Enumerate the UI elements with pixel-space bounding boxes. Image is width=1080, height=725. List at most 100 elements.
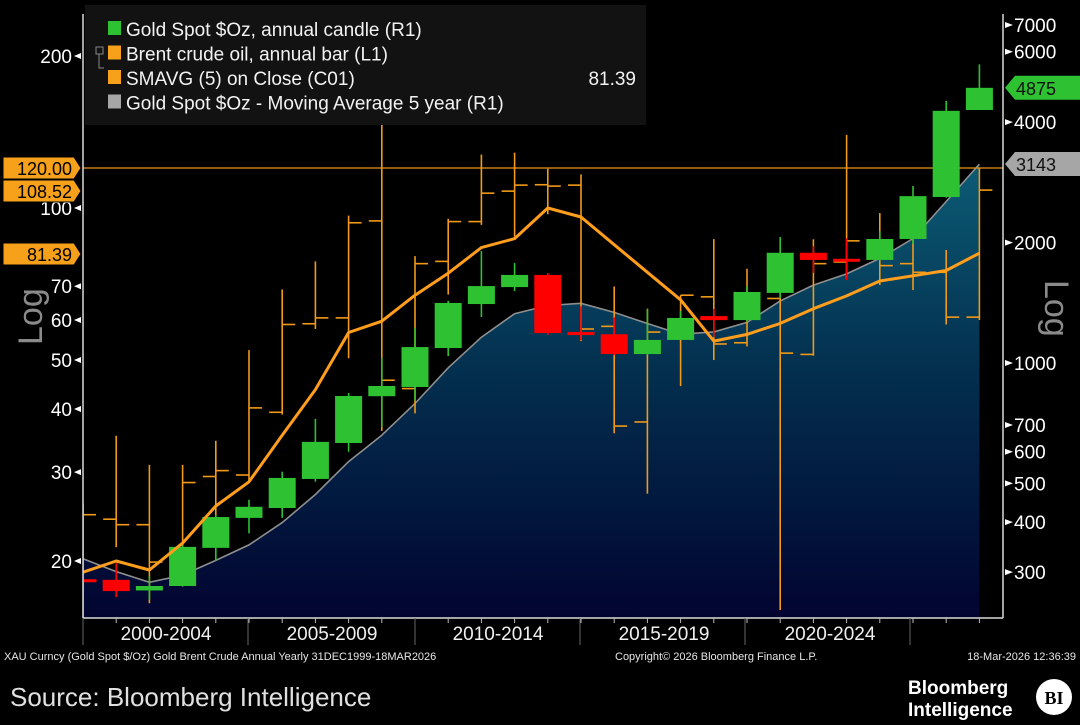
left-tick-mark: [74, 317, 81, 324]
left-tick-mark: [74, 405, 81, 412]
gold-candle-1999: [83, 575, 97, 583]
legend-swatch: [108, 45, 121, 60]
legend-label: SMAVG (5) on Close (C01): [126, 69, 355, 90]
left-tick-mark: [74, 357, 81, 364]
gold-candle-body: [965, 87, 993, 111]
right-tick-label: 6000: [1014, 43, 1056, 64]
x-category-label: 2000-2004: [121, 624, 212, 645]
gold-candle-body: [833, 258, 861, 262]
gold-candle-layer: [83, 64, 993, 600]
value-tags: 120.00 108.52 81.39 4875 3143: [2, 75, 1080, 266]
gold-candle-body: [268, 477, 296, 509]
gold-candle-2020: [766, 237, 794, 299]
footer-description: XAU Curncy (Gold Spot $/Oz) Gold Brent C…: [4, 651, 436, 663]
logo-line2: Intelligence: [908, 700, 1013, 721]
gold-candle-2013: [534, 272, 562, 335]
right-tick-mark: [1005, 239, 1013, 246]
left-tick-label: 40: [51, 400, 72, 421]
gold-candle-2026: [965, 64, 993, 111]
brent-bar-2015: [601, 286, 628, 434]
gold-candle-body: [534, 274, 562, 334]
legend-swatch: [108, 94, 121, 109]
legend: Gold Spot $Oz, annual candle (R1) Brent c…: [85, 5, 646, 125]
x-category-label: 2015-2019: [619, 624, 710, 645]
gold-candle-2005: [268, 471, 296, 518]
gold-candle-body: [83, 579, 97, 583]
brent-sma-layer: [83, 206, 981, 574]
right-tick-label: 7000: [1014, 16, 1056, 37]
brent-bar-2007: [335, 215, 362, 359]
gold-candle-body: [235, 506, 263, 518]
gold-candle-body: [799, 252, 827, 260]
left-value-tag: [2, 156, 82, 180]
right-tick-label: 400: [1014, 513, 1046, 534]
right-tick-mark: [1005, 569, 1013, 576]
brent-bar-2004: [236, 350, 262, 483]
right-tick-label: 500: [1014, 474, 1046, 495]
brent-bar-2011: [468, 154, 495, 225]
brent-bar-2026: [966, 168, 993, 321]
right-tick-mark: [1005, 119, 1013, 126]
left-tick-label: 20: [51, 552, 72, 573]
right-tick-mark: [1005, 519, 1013, 526]
gold-candle-2017: [667, 310, 695, 340]
left-tick-mark: [74, 283, 81, 290]
x-category-label: 2020-2024: [785, 624, 876, 645]
logo-badge-text: BI: [1044, 688, 1063, 708]
left-tick-mark: [74, 558, 81, 564]
left-value-tag: [2, 179, 82, 203]
gold-candle-body: [169, 546, 197, 587]
left-tick-mark: [74, 205, 81, 212]
gold-candle-body: [766, 252, 794, 293]
left-tick-label: 100: [40, 199, 72, 220]
gold-candle-body: [202, 517, 230, 548]
left-tick-mark: [74, 469, 81, 476]
left-tick-label: 200: [40, 47, 72, 68]
footer-timestamp: 18-Mar-2026 12:36:39: [967, 651, 1076, 663]
legend-box: [85, 5, 646, 125]
legend-label: Gold Spot $Oz, annual candle (R1): [126, 20, 422, 41]
gold-candle-2024: [899, 186, 927, 244]
gold-candle-2014: [567, 306, 595, 341]
gold-candle-body: [335, 395, 363, 443]
right-tick-mark: [1005, 421, 1013, 428]
gold-candle-2002: [169, 545, 197, 587]
right-value-tag-label: 4875: [1016, 79, 1056, 99]
brent-bar-2012: [501, 152, 528, 237]
right-tick-label: 700: [1014, 416, 1046, 437]
logo-line1: Bloomberg: [908, 678, 1008, 699]
gold-candle-2021: [799, 246, 827, 273]
brent-bar-2020: [767, 281, 794, 610]
gold-ma5-line: [83, 163, 980, 584]
legend-label: Gold Spot $Oz - Moving Average 5 year (R…: [126, 94, 504, 115]
right-axis-title: Log: [1037, 280, 1075, 337]
right-tick-label: 4000: [1014, 113, 1056, 134]
gold-candle-body: [501, 274, 529, 288]
gold-candle-2025: [932, 100, 960, 198]
gold-candle-body: [600, 334, 628, 355]
left-tick-label: 50: [51, 351, 72, 372]
brent-bar-2010: [435, 218, 462, 295]
brent-bar-2005: [269, 289, 296, 415]
source-caption: Source: Bloomberg Intelligence: [10, 682, 371, 712]
gold-candle-body: [135, 586, 163, 591]
brent-sma5-line: [83, 206, 981, 574]
gold-candle-body: [633, 339, 661, 355]
gold-candle-body: [733, 291, 761, 321]
gold-candle-body: [932, 110, 960, 198]
legend-swatch: [108, 70, 121, 84]
gold-candle-2022: [833, 238, 861, 280]
gold-candle-2023: [866, 231, 894, 261]
axes-layer: 20 30 40 50 60 70 100 200 300 400 500 600 700 1000 200…: [12, 14, 1075, 645]
gold-candle-2016: [633, 309, 661, 356]
left-tick-mark: [74, 53, 81, 59]
gold-candle-body: [899, 196, 927, 239]
legend-value: 81.39: [588, 69, 636, 90]
right-tick-label: 2000: [1014, 234, 1056, 255]
x-category-label: 2005-2009: [287, 624, 378, 645]
gold-candle-2004: [235, 499, 263, 534]
gold-candle-2008: [368, 357, 396, 427]
right-tick-label: 300: [1014, 563, 1046, 584]
gold-candle-2001: [135, 576, 163, 600]
